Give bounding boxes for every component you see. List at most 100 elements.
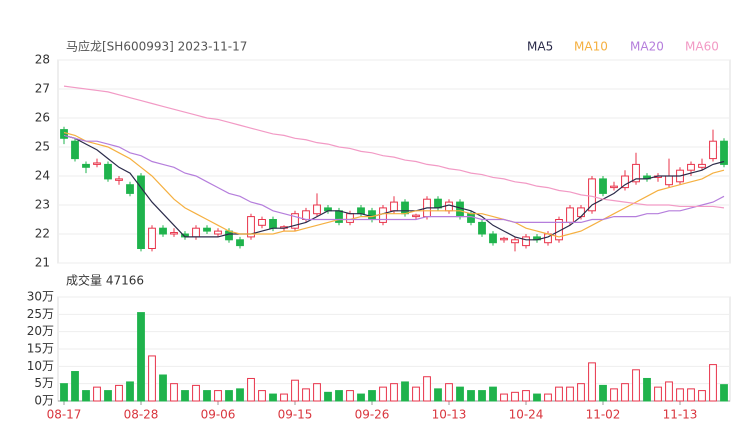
candle-body bbox=[214, 230, 222, 235]
x-tick-label: 09-26 bbox=[355, 408, 390, 422]
candle-body bbox=[291, 213, 299, 229]
volume-bar bbox=[610, 388, 618, 402]
candle-body bbox=[126, 184, 134, 194]
x-tick-label: 09-06 bbox=[201, 408, 236, 422]
y-tick-label: 27 bbox=[35, 82, 50, 96]
candle-body bbox=[247, 216, 255, 238]
x-tick-label: 11-13 bbox=[663, 408, 698, 422]
candle-body bbox=[60, 129, 68, 139]
candle-body bbox=[665, 175, 673, 186]
ma-line bbox=[63, 131, 725, 238]
x-tick-label: 09-15 bbox=[278, 408, 313, 422]
volume-bar bbox=[346, 390, 354, 402]
volume-bar bbox=[698, 390, 706, 402]
volume-bar bbox=[214, 390, 222, 402]
x-tick-label: 10-24 bbox=[509, 408, 544, 422]
volume-bar bbox=[236, 388, 244, 402]
y-tick-label: 22 bbox=[35, 227, 50, 241]
candle-body bbox=[632, 163, 640, 183]
candle-body bbox=[71, 140, 79, 160]
candle-body bbox=[104, 163, 112, 180]
candle-body bbox=[588, 178, 596, 212]
chart-title: 马应龙[SH600993] 2023-11-17 bbox=[66, 39, 247, 54]
candle-body bbox=[610, 185, 618, 189]
candle-body bbox=[82, 163, 90, 168]
v-tick-label: 30万 bbox=[27, 290, 54, 304]
candle-body bbox=[478, 221, 486, 235]
volume-bar bbox=[269, 393, 277, 402]
volume-bar bbox=[368, 390, 376, 402]
y-tick-label: 25 bbox=[35, 140, 50, 154]
candle-body bbox=[225, 230, 233, 241]
candle-body bbox=[577, 207, 585, 218]
volume-bar bbox=[302, 388, 310, 402]
v-tick-label: 25万 bbox=[27, 307, 54, 321]
volume-bar bbox=[379, 386, 387, 402]
volume-bar bbox=[291, 379, 299, 402]
candle-body bbox=[456, 201, 464, 218]
volume-bar bbox=[126, 381, 134, 402]
y-tick-label: 28 bbox=[35, 53, 50, 67]
y-tick-label: 23 bbox=[35, 198, 50, 212]
price-frame bbox=[57, 59, 731, 264]
volume-bar bbox=[599, 384, 607, 402]
candle-body bbox=[269, 219, 277, 229]
volume-bar bbox=[93, 386, 101, 402]
volume-bar bbox=[687, 388, 695, 402]
candle-body bbox=[258, 219, 266, 226]
candle-body bbox=[566, 207, 574, 223]
volume-bar bbox=[258, 390, 266, 402]
candle-body bbox=[687, 163, 695, 171]
candle-body bbox=[346, 213, 354, 223]
volume-title: 成交量 47166 bbox=[66, 273, 144, 288]
volume-bar bbox=[71, 371, 79, 402]
volume-bar bbox=[181, 390, 189, 402]
volume-bar bbox=[324, 391, 332, 402]
volume-bar bbox=[423, 376, 431, 402]
x-tick-label: 10-13 bbox=[432, 408, 467, 422]
volume-bar bbox=[170, 383, 178, 402]
y-tick-label: 24 bbox=[35, 169, 50, 183]
volume-bar bbox=[280, 393, 288, 402]
x-tick-label: 08-17 bbox=[47, 408, 82, 422]
legend-label: MA60 bbox=[685, 40, 719, 54]
candle-body bbox=[379, 207, 387, 223]
volume-bar bbox=[225, 390, 233, 402]
volume-bar bbox=[247, 377, 255, 402]
volume-bar bbox=[621, 383, 629, 402]
volume-bar bbox=[555, 386, 563, 402]
candle-body bbox=[148, 227, 156, 249]
volume-bar bbox=[148, 355, 156, 402]
candle-body bbox=[93, 162, 101, 165]
candle-body bbox=[412, 214, 420, 218]
candle-body bbox=[159, 227, 167, 235]
volume-bar bbox=[401, 381, 409, 402]
volume-bar bbox=[577, 383, 585, 402]
volume-bar bbox=[445, 383, 453, 402]
volume-bar bbox=[500, 393, 508, 402]
volume-bar bbox=[467, 390, 475, 402]
legend-label: MA20 bbox=[630, 40, 664, 54]
volume-bar bbox=[533, 393, 541, 402]
volume-bar bbox=[203, 390, 211, 402]
volume-bar bbox=[313, 383, 321, 402]
candle-body bbox=[522, 236, 530, 247]
volume-bar bbox=[434, 388, 442, 402]
v-tick-label: 15万 bbox=[27, 342, 54, 356]
volume-bar bbox=[335, 390, 343, 402]
volume-bar bbox=[412, 386, 420, 402]
candle-body bbox=[170, 232, 178, 235]
volume-bar bbox=[357, 393, 365, 402]
candle-body bbox=[236, 239, 244, 247]
candle-body bbox=[599, 178, 607, 194]
candle-body bbox=[313, 204, 321, 215]
y-tick-label: 21 bbox=[35, 256, 50, 270]
volume-bar bbox=[522, 390, 530, 402]
volume-bar bbox=[60, 383, 68, 402]
volume-bar bbox=[115, 384, 123, 402]
legend-label: MA10 bbox=[574, 40, 608, 54]
volume-bar bbox=[192, 384, 200, 402]
candle-body bbox=[302, 210, 310, 221]
candle-body bbox=[137, 175, 145, 249]
